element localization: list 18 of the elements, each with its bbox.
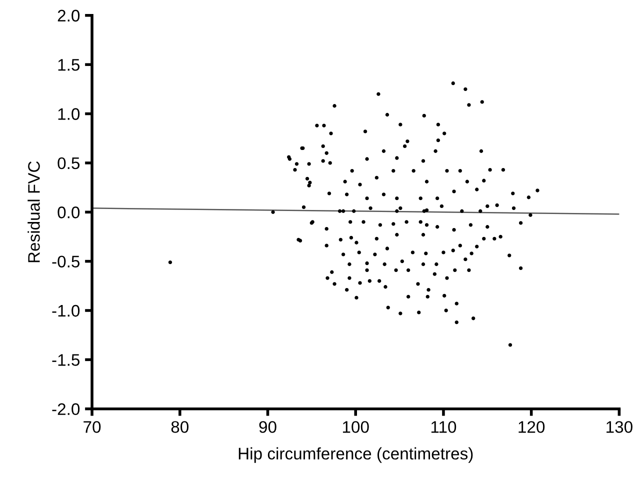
- y-axis-title: Residual FVC: [28, 161, 40, 262]
- x-tick-label: 120: [518, 421, 545, 433]
- x-tick-label: 100: [342, 421, 369, 433]
- y-tick-label: 1.5: [58, 59, 80, 71]
- y-tick-label: 1.0: [58, 108, 80, 120]
- x-tick-label: 70: [84, 421, 101, 433]
- y-tick-label: -2.0: [52, 403, 80, 416]
- y-tick-label: 0.5: [58, 157, 80, 170]
- y-tick-label: 0.0: [58, 206, 80, 218]
- y-tick-label: 2.0: [58, 10, 80, 22]
- y-tick-label: -1.5: [52, 354, 80, 366]
- x-tick-label: 80: [171, 421, 188, 433]
- x-axis-title: Hip circumference (centimetres): [238, 447, 473, 463]
- x-tick-label: 90: [259, 421, 276, 433]
- y-tick-label: -0.5: [52, 256, 80, 268]
- y-tick-label: -1.0: [52, 304, 80, 317]
- x-tick-label: 130: [606, 421, 632, 433]
- x-tick-label: 110: [431, 421, 456, 433]
